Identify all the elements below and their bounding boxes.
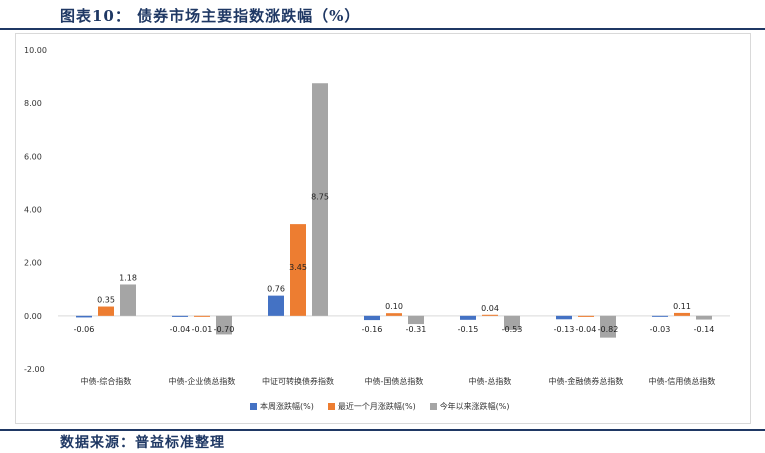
data-label: -0.15	[458, 325, 479, 334]
data-label: 0.10	[385, 302, 403, 311]
data-label: -0.14	[694, 325, 715, 334]
y-tick-label: -2.00	[24, 365, 45, 374]
chart-frame	[15, 33, 751, 424]
bar	[386, 313, 402, 316]
x-tick-label: 中债-金融债券总指数	[549, 376, 624, 386]
bar	[674, 312, 690, 316]
y-tick-label: 6.00	[24, 152, 42, 161]
bar	[194, 315, 210, 317]
data-label: -0.31	[406, 325, 427, 334]
bar	[482, 314, 498, 316]
legend-label: 本周涨跌幅(%)	[260, 401, 314, 411]
bar	[216, 315, 232, 335]
data-label: -0.70	[214, 325, 235, 334]
legend-swatch	[327, 402, 335, 410]
chart-title: 图表10： 债券市场主要指数涨跌幅（%）	[60, 7, 361, 25]
bar	[364, 315, 380, 321]
bar	[460, 315, 476, 320]
data-label: -0.53	[502, 325, 523, 334]
top-divider	[0, 28, 765, 30]
bar	[268, 295, 284, 316]
legend-item-ytd: 今年以来涨跌幅(%)	[429, 401, 510, 412]
legend-swatch	[429, 402, 437, 410]
data-label: 0.04	[481, 304, 499, 313]
x-tick-label: 中证可转换债券指数	[262, 376, 334, 386]
data-label: -0.06	[74, 325, 95, 334]
bar	[408, 315, 424, 325]
title-bar: 图表10： 债券市场主要指数涨跌幅（%）	[0, 0, 765, 30]
bottom-divider	[0, 429, 765, 431]
data-label: -0.03	[650, 325, 671, 334]
y-tick-label: 8.00	[24, 99, 42, 108]
chart-legend: 本周涨跌幅(%) 最近一个月涨跌幅(%) 今年以来涨跌幅(%)	[250, 398, 550, 414]
data-label: -0.82	[598, 325, 619, 334]
bar	[652, 315, 668, 317]
data-label: 1.18	[119, 273, 137, 282]
data-label: -0.01	[192, 325, 213, 334]
data-label: -0.13	[554, 325, 575, 334]
bar	[600, 315, 616, 338]
data-label: 0.11	[673, 302, 691, 311]
data-label: -0.04	[576, 325, 597, 334]
data-label: 3.45	[289, 263, 307, 272]
bar	[120, 284, 136, 316]
y-tick-label: 2.00	[24, 259, 42, 268]
legend-item-weekly: 本周涨跌幅(%)	[250, 401, 314, 412]
data-label: 0.76	[267, 285, 285, 294]
data-label: -0.16	[362, 325, 383, 334]
bar-chart: -2.00 0.00 2.00 4.00 6.00 8.00 10.00 -0.06 0.35 1…	[24, 46, 730, 386]
x-tick-label: 中债-总指数	[469, 376, 512, 386]
bar	[98, 306, 114, 316]
legend-swatch	[250, 402, 257, 410]
bar	[504, 315, 520, 330]
bar	[172, 315, 188, 317]
data-source: 数据来源：普益标准整理	[60, 435, 225, 451]
legend-label: 今年以来涨跌幅(%)	[439, 401, 510, 411]
data-label: 0.35	[97, 296, 115, 305]
data-label: 8.75	[311, 193, 329, 202]
y-tick-label: 0.00	[24, 312, 42, 321]
data-label: -0.04	[170, 325, 191, 334]
bar	[578, 315, 594, 317]
x-tick-label: 中债-综合指数	[81, 376, 132, 386]
x-tick-label: 中债-信用债总指数	[649, 376, 716, 386]
bar	[312, 83, 328, 316]
bar	[76, 315, 92, 318]
x-tick-label: 中债-企业债总指数	[169, 376, 236, 386]
y-tick-label: 10.00	[24, 46, 47, 55]
bar	[556, 315, 572, 320]
x-tick-label: 中债-国债总指数	[365, 376, 424, 386]
y-tick-label: 4.00	[24, 206, 42, 215]
bar	[696, 315, 712, 320]
legend-item-monthly: 最近一个月涨跌幅(%)	[327, 401, 416, 412]
legend-label: 最近一个月涨跌幅(%)	[337, 401, 416, 411]
bar	[290, 224, 306, 316]
